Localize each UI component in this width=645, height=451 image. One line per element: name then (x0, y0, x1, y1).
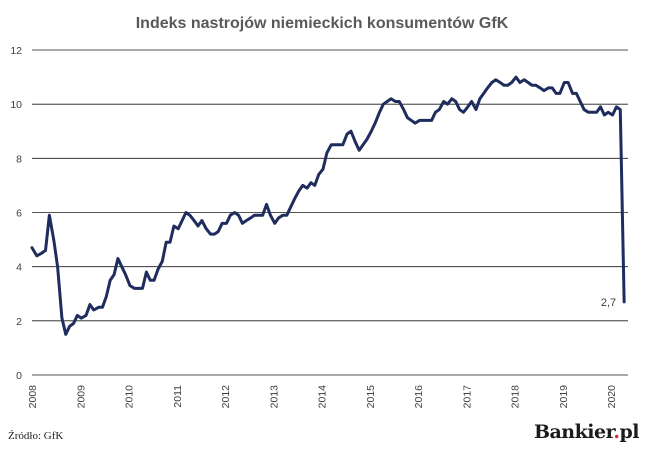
grid-lines (32, 49, 628, 376)
chart-title: Indeks nastrojów niemieckich konsumentów… (136, 15, 509, 32)
x-tick-label: 2009 (75, 385, 87, 409)
x-tick-label: 2013 (268, 385, 280, 409)
brand-dot: . (613, 421, 620, 443)
annotation-layer: 2,7 (601, 297, 616, 309)
annotation-label: 2,7 (601, 297, 616, 309)
x-tick-label: 2020 (606, 385, 618, 409)
bankier-logo[interactable]: Bankier.pl (533, 421, 640, 443)
x-tick-label: 2018 (510, 385, 522, 409)
x-tick-label: 2008 (27, 385, 39, 409)
x-tick-label: 2017 (461, 385, 473, 409)
series-line-0 (30, 75, 626, 336)
series-layer (30, 75, 626, 336)
y-tick-label: 8 (16, 153, 22, 165)
y-axis-ticks: 0 2 4 6 8 10 12 (10, 45, 22, 382)
y-tick-label: 12 (10, 45, 22, 57)
brand-suffix: pl (619, 421, 639, 443)
x-tick-label: 2012 (220, 385, 232, 409)
x-tick-label: 2015 (365, 385, 377, 409)
x-tick-label: 2011 (172, 385, 184, 408)
y-tick-label: 10 (10, 99, 22, 111)
x-tick-label: 2019 (558, 385, 570, 409)
x-axis-ticks: 2008 2009 2010 2011 2012 2013 2014 2015 2016 2017… (27, 385, 618, 409)
x-tick-label: 2014 (317, 385, 329, 409)
y-tick-label: 6 (16, 208, 22, 220)
x-tick-label: 2016 (413, 385, 425, 409)
y-tick-label: 4 (16, 262, 22, 274)
brand-name: Bankier (533, 421, 614, 443)
x-tick-label: 2010 (124, 385, 136, 409)
y-tick-label: 0 (16, 370, 22, 382)
source-label: Źródło: GfK (8, 430, 64, 442)
y-tick-label: 2 (16, 316, 22, 328)
